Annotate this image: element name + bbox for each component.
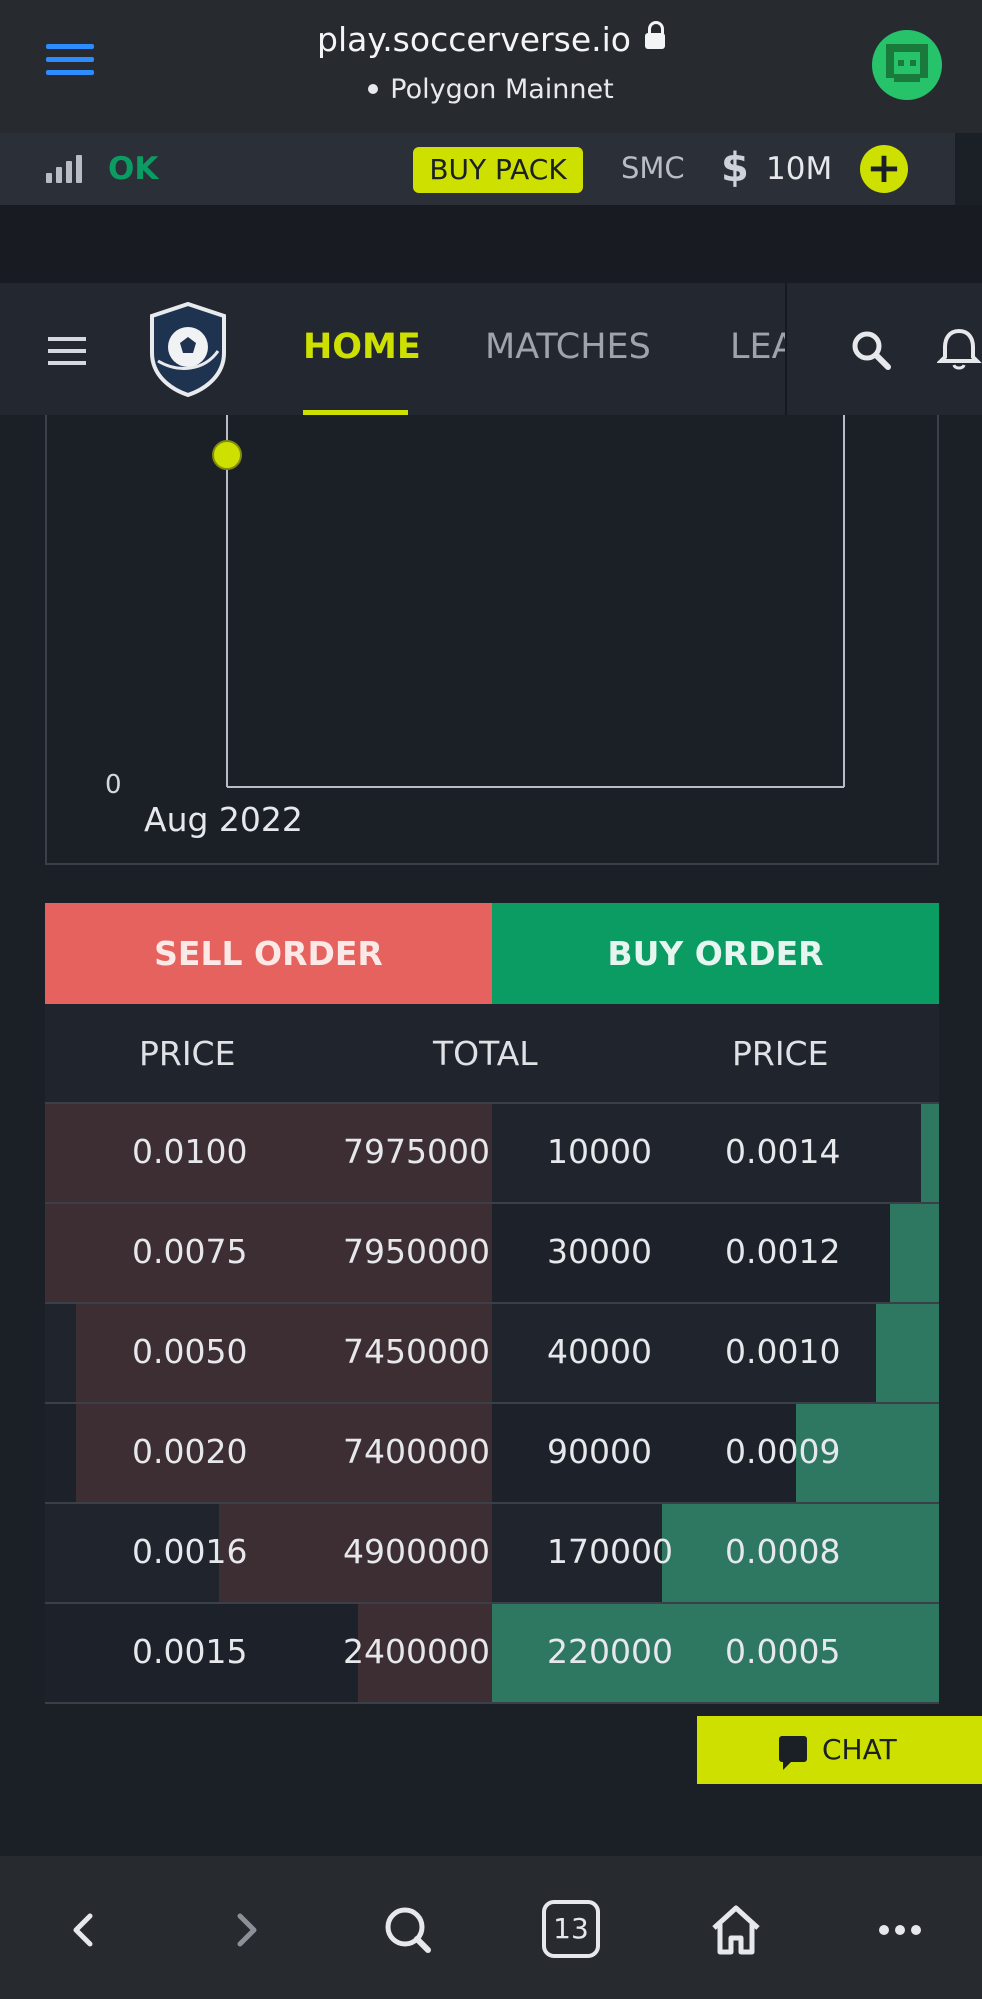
lock-icon [644, 21, 665, 49]
chat-icon [779, 1736, 807, 1770]
col-sell-price: PRICE [139, 1034, 236, 1073]
search-icon[interactable] [850, 329, 892, 371]
sell-total-cell: 7400000 [343, 1432, 490, 1471]
order-row[interactable]: 0.0015 2400000 220000 0.0005 [45, 1604, 939, 1704]
smc-coin-icon: $ [721, 145, 749, 191]
buy-price-cell: 0.0008 [725, 1532, 841, 1571]
sell-total-cell: 7450000 [343, 1332, 490, 1371]
nav-divider [785, 283, 787, 415]
sell-depth-bar [357, 1604, 492, 1702]
sell-price-cell: 0.0100 [132, 1132, 248, 1171]
network-name: Polygon Mainnet [390, 74, 614, 105]
buy-total-cell: 170000 [547, 1532, 673, 1571]
order-book: SELL ORDER BUY ORDER PRICE TOTAL PRICE 0… [45, 903, 939, 1704]
buy-total-cell: 220000 [547, 1632, 673, 1671]
tab-home[interactable]: HOME [303, 327, 421, 367]
sell-order-button[interactable]: SELL ORDER [45, 903, 492, 1004]
chat-label: CHAT [822, 1733, 897, 1766]
tab-league[interactable]: LEA [730, 327, 785, 367]
connection-status: OK [108, 151, 159, 187]
sell-total-cell: 2400000 [343, 1632, 490, 1671]
app-navbar: HOME MATCHES LEA [0, 283, 982, 415]
network-dot-icon [368, 84, 379, 94]
order-rows: 0.0100 7975000 10000 0.0014 0.0075 7950000 300… [45, 1104, 939, 1704]
sell-price-cell: 0.0050 [132, 1332, 248, 1371]
order-row[interactable]: 0.0020 7400000 90000 0.0009 [45, 1404, 939, 1504]
sell-total-cell: 4900000 [343, 1532, 490, 1571]
sell-total-cell: 7950000 [343, 1232, 490, 1271]
background-banner [0, 205, 982, 283]
buy-depth-bar [876, 1304, 939, 1402]
buy-order-button[interactable]: BUY ORDER [492, 903, 939, 1004]
col-total: TOTAL [433, 1034, 538, 1073]
soccerverse-logo[interactable] [148, 301, 228, 397]
col-buy-price: PRICE [732, 1034, 829, 1073]
network-indicator: Polygon Mainnet [0, 74, 982, 105]
chat-button[interactable]: CHAT [697, 1716, 982, 1784]
balance-value: 10M [766, 151, 833, 187]
sell-depth-bar [45, 1204, 492, 1302]
add-funds-button[interactable]: + [860, 145, 908, 193]
buy-price-cell: 0.0010 [725, 1332, 841, 1371]
buy-depth-bar [795, 1404, 939, 1502]
buy-depth-bar [921, 1104, 939, 1202]
buy-total-cell: 90000 [547, 1432, 652, 1471]
buy-depth-bar [661, 1504, 939, 1602]
order-row[interactable]: 0.0050 7450000 40000 0.0010 [45, 1304, 939, 1404]
data-point [212, 440, 242, 470]
order-row[interactable]: 0.0016 4900000 170000 0.0008 [45, 1504, 939, 1604]
order-row[interactable]: 0.0075 7950000 30000 0.0012 [45, 1204, 939, 1304]
price-chart: 0 Aug 2022 [45, 415, 939, 865]
sell-total-cell: 7975000 [343, 1132, 490, 1171]
browser-bottom-nav: 13 [0, 1856, 982, 1999]
tab-matches[interactable]: MATCHES [485, 327, 651, 367]
sell-depth-bar [76, 1304, 492, 1402]
tabs-count-button[interactable]: 13 [542, 1900, 600, 1958]
x-tick-label: Aug 2022 [144, 800, 303, 839]
chart-plot [212, 415, 845, 788]
sell-depth-bar [45, 1104, 492, 1202]
y-tick-label: 0 [105, 770, 122, 800]
buy-depth-bar [889, 1204, 939, 1302]
bell-icon[interactable] [937, 327, 982, 371]
game-status-bar: OK BUY PACK SMC $ 10M + [0, 133, 955, 205]
home-icon[interactable] [706, 1900, 766, 1960]
buy-total-cell: 10000 [547, 1132, 652, 1171]
avatar[interactable] [872, 30, 942, 100]
order-row[interactable]: 0.0100 7975000 10000 0.0014 [45, 1104, 939, 1204]
buy-pack-button[interactable]: BUY PACK [413, 147, 583, 193]
hamburger-menu-icon[interactable] [48, 337, 86, 367]
more-options-icon[interactable] [870, 1900, 930, 1960]
browser-menu-icon[interactable] [46, 44, 94, 82]
buy-total-cell: 30000 [547, 1232, 652, 1271]
forward-icon[interactable] [216, 1900, 276, 1960]
sell-price-cell: 0.0020 [132, 1432, 248, 1471]
active-tab-indicator [303, 410, 408, 415]
buy-price-cell: 0.0005 [725, 1632, 841, 1671]
buy-depth-bar [492, 1604, 939, 1702]
sell-price-cell: 0.0075 [132, 1232, 248, 1271]
url-bar[interactable]: play.soccerverse.io [0, 20, 982, 59]
buy-total-cell: 40000 [547, 1332, 652, 1371]
browser-search-icon[interactable] [378, 1900, 438, 1960]
buy-price-cell: 0.0009 [725, 1432, 841, 1471]
buy-price-cell: 0.0012 [725, 1232, 841, 1271]
sell-price-cell: 0.0016 [132, 1532, 248, 1571]
url-host: play.soccerverse.io [317, 20, 631, 59]
signal-icon [46, 155, 82, 183]
tabs-count: 13 [553, 1912, 589, 1945]
back-icon[interactable] [54, 1900, 114, 1960]
buy-price-cell: 0.0014 [725, 1132, 841, 1171]
order-table-header: PRICE TOTAL PRICE [45, 1004, 939, 1104]
sell-depth-bar [219, 1504, 492, 1602]
currency-label: SMC [621, 151, 685, 185]
browser-toolbar: play.soccerverse.io Polygon Mainnet [0, 0, 982, 133]
order-tabs: SELL ORDER BUY ORDER [45, 903, 939, 1004]
sell-depth-bar [76, 1404, 492, 1502]
sell-price-cell: 0.0015 [132, 1632, 248, 1671]
